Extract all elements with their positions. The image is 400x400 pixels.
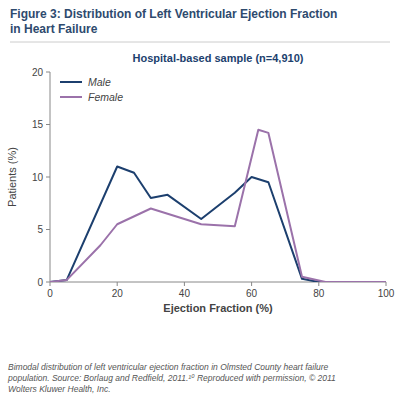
title: in Heart Failure (10, 22, 98, 36)
legend: Male Female (60, 76, 123, 103)
x-tick-label: 20 (112, 288, 124, 299)
y-tick-label: 0 (37, 277, 43, 288)
x-tick-label: 60 (246, 288, 258, 299)
x-tick (251, 282, 252, 286)
y-tick-label: 5 (37, 224, 43, 235)
chart-container: Figure 3: Distribution of Left Ventricul… (0, 0, 400, 400)
x-tick (50, 282, 51, 286)
chart: Figure 3: Distribution of Left Ventricul… (0, 0, 400, 400)
lines (50, 130, 386, 282)
page-body: {"chart_data": { "type": "line", "title"… (0, 0, 400, 400)
caption: Bimodal distribution of left ventricular… (8, 362, 329, 372)
y-tick (46, 72, 50, 73)
x-tick (318, 282, 319, 286)
y-tick (46, 229, 50, 230)
x-tick (184, 282, 185, 286)
page: Ejection Fraction Distribution html, bod… (0, 0, 400, 400)
y-tick-label: 20 (32, 67, 44, 78)
caption: population. Source: Borlaug and Redfield… (7, 373, 336, 383)
y-tick-label: 15 (32, 119, 44, 130)
caption: Wolters Kluwer Health, Inc. (8, 384, 111, 394)
x-tick-label: 0 (47, 288, 53, 299)
x-tick-label: 40 (179, 288, 191, 299)
title-separator (10, 42, 390, 43)
legend-swatch (60, 96, 82, 98)
y-tick (46, 282, 50, 283)
subtitle: Hospital-based sample (n=4,910) (133, 52, 304, 64)
series-line (50, 130, 386, 282)
x-tick-label: 80 (313, 288, 325, 299)
legend-swatch (60, 81, 82, 83)
y-tick (46, 124, 50, 125)
x-tick (386, 282, 387, 286)
x-tick-label: 100 (378, 288, 395, 299)
series-line (50, 167, 386, 283)
x-tick (117, 282, 118, 286)
y-tick-label: 10 (32, 172, 44, 183)
legend-label: Female (88, 91, 123, 103)
title: Figure 3: Distribution of Left Ventricul… (10, 7, 337, 21)
y-tick (46, 177, 50, 178)
y-axis-label: Patients (%) (6, 147, 18, 207)
x-axis-label: Ejection Fraction (%) (163, 302, 273, 314)
legend-label: Male (88, 76, 111, 88)
